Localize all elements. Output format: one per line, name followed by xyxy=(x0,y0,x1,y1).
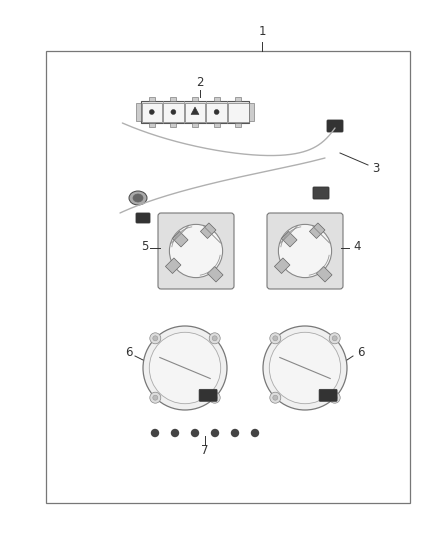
Bar xyxy=(317,266,332,282)
Circle shape xyxy=(153,336,158,341)
Circle shape xyxy=(279,224,332,278)
Bar xyxy=(170,97,177,101)
Circle shape xyxy=(212,336,217,341)
Circle shape xyxy=(149,109,154,115)
Circle shape xyxy=(170,224,223,278)
Bar xyxy=(228,102,248,122)
Polygon shape xyxy=(191,107,199,115)
Circle shape xyxy=(209,392,220,403)
Circle shape xyxy=(273,395,278,400)
Circle shape xyxy=(209,333,220,344)
Circle shape xyxy=(270,392,281,403)
Circle shape xyxy=(153,395,158,400)
Circle shape xyxy=(171,109,176,115)
Bar xyxy=(282,231,297,247)
Circle shape xyxy=(149,332,221,403)
Circle shape xyxy=(251,430,258,437)
FancyBboxPatch shape xyxy=(313,187,329,199)
FancyBboxPatch shape xyxy=(199,389,217,401)
Bar xyxy=(249,103,254,121)
Circle shape xyxy=(329,333,340,344)
Circle shape xyxy=(212,430,219,437)
Text: 4: 4 xyxy=(353,239,360,253)
Circle shape xyxy=(191,430,198,437)
Bar xyxy=(192,123,198,127)
FancyBboxPatch shape xyxy=(141,101,249,123)
Bar xyxy=(166,258,181,273)
Circle shape xyxy=(214,109,219,115)
FancyBboxPatch shape xyxy=(158,213,234,289)
Bar xyxy=(214,97,219,101)
Bar xyxy=(141,102,162,122)
Circle shape xyxy=(152,430,159,437)
Ellipse shape xyxy=(133,194,143,202)
Circle shape xyxy=(270,333,281,344)
Bar xyxy=(149,123,155,127)
Bar xyxy=(214,123,219,127)
Circle shape xyxy=(143,326,227,410)
Circle shape xyxy=(232,430,239,437)
Bar xyxy=(309,223,325,238)
Circle shape xyxy=(329,392,340,403)
Bar xyxy=(163,102,184,122)
FancyBboxPatch shape xyxy=(136,213,150,223)
Bar xyxy=(173,231,188,247)
Bar xyxy=(201,223,216,238)
Bar xyxy=(275,258,290,273)
Bar xyxy=(235,123,241,127)
Bar xyxy=(206,102,227,122)
Bar xyxy=(235,97,241,101)
Bar xyxy=(46,51,410,503)
Circle shape xyxy=(332,336,337,341)
Text: 6: 6 xyxy=(126,346,133,359)
FancyBboxPatch shape xyxy=(319,389,337,401)
Text: 1: 1 xyxy=(258,25,266,38)
Bar xyxy=(185,102,205,122)
Bar xyxy=(208,266,223,282)
Circle shape xyxy=(273,336,278,341)
FancyBboxPatch shape xyxy=(327,120,343,132)
Text: 5: 5 xyxy=(141,239,148,253)
Bar xyxy=(170,123,177,127)
Circle shape xyxy=(332,395,337,400)
Text: 7: 7 xyxy=(201,443,209,456)
Circle shape xyxy=(263,326,347,410)
Bar xyxy=(149,97,155,101)
Ellipse shape xyxy=(129,191,147,205)
Text: 3: 3 xyxy=(372,161,379,174)
FancyBboxPatch shape xyxy=(267,213,343,289)
Circle shape xyxy=(150,392,161,403)
Circle shape xyxy=(172,430,179,437)
Circle shape xyxy=(269,332,341,403)
Circle shape xyxy=(212,395,217,400)
Circle shape xyxy=(150,333,161,344)
Text: 6: 6 xyxy=(357,346,364,359)
Text: 2: 2 xyxy=(196,76,204,89)
Bar xyxy=(136,103,141,121)
Bar xyxy=(192,97,198,101)
